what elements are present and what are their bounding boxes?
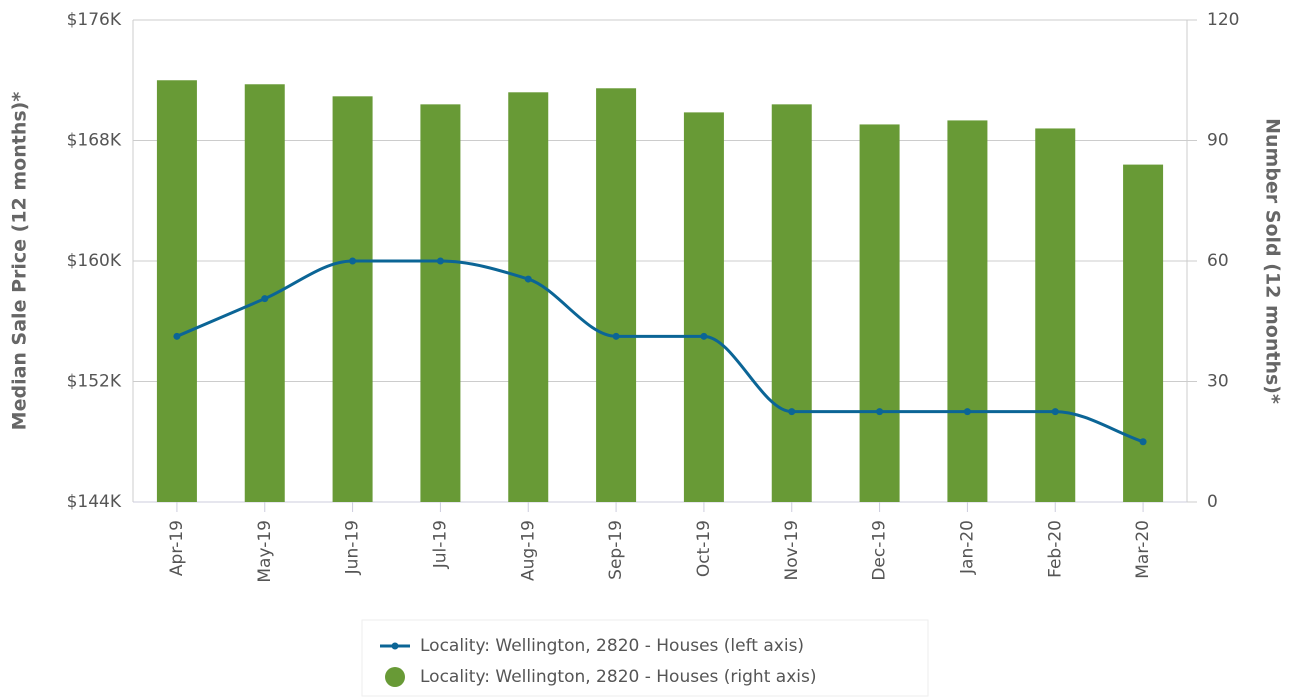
bar <box>332 96 373 503</box>
x-tick-label: Jul-19 <box>430 520 450 569</box>
line-marker <box>788 408 796 416</box>
line-marker <box>1139 438 1147 446</box>
legend-marker <box>385 667 405 687</box>
line-marker <box>524 275 532 283</box>
x-tick-label: Sep-19 <box>606 520 626 580</box>
line-marker <box>700 332 708 340</box>
line-marker <box>173 332 181 340</box>
line <box>176 259 1144 444</box>
bar <box>771 104 812 502</box>
bar <box>859 124 900 502</box>
y2-tick-label: 120 <box>1207 10 1239 30</box>
bar <box>1123 164 1164 502</box>
legend-box <box>361 619 929 697</box>
y-tick-label: $152K <box>67 372 122 392</box>
line-marker <box>349 257 357 265</box>
y-axis-title: Median Sale Price (12 months)* <box>9 92 31 431</box>
x-tick-label: Mar-20 <box>1133 520 1153 579</box>
y2-tick-label: 60 <box>1207 251 1229 271</box>
line-marker <box>1051 408 1059 416</box>
x-tick-label: Aug-19 <box>518 520 538 581</box>
bar <box>508 92 549 503</box>
x-tick-label: Jan-20 <box>957 520 977 575</box>
y2-axis-title: Number Sold (12 months)* <box>1262 118 1284 404</box>
x-tick-label: Nov-19 <box>782 520 802 581</box>
y-tick-label: $144K <box>67 492 122 512</box>
y2-tick-label: 0 <box>1207 492 1218 512</box>
y2-tick-label: 90 <box>1207 131 1229 151</box>
bar <box>420 104 461 502</box>
bar <box>596 88 637 503</box>
legend-label: Locality: Wellington, 2820 - Houses (lef… <box>420 636 804 656</box>
x-tick-label: Jun-19 <box>343 520 363 575</box>
x-tick-label: Apr-19 <box>167 520 187 576</box>
x-tick-label: Oct-19 <box>694 520 714 577</box>
line-marker <box>963 408 971 416</box>
y-tick-label: $160K <box>67 251 122 271</box>
legend-label: Locality: Wellington, 2820 - Houses (rig… <box>420 667 816 687</box>
y-tick-label: $168K <box>67 131 122 151</box>
line-marker <box>876 408 884 416</box>
line-marker <box>612 332 620 340</box>
bar <box>947 120 988 503</box>
line-marker <box>261 295 269 303</box>
y2-tick-label: 30 <box>1207 372 1229 392</box>
legend-marker <box>391 642 399 650</box>
x-tick-label: Feb-20 <box>1045 520 1065 578</box>
x-tick-label: Dec-19 <box>870 520 890 581</box>
line-marker <box>436 257 444 265</box>
bar <box>156 80 197 502</box>
x-tick-label: May-19 <box>255 520 275 583</box>
bar <box>1035 128 1076 502</box>
y-tick-label: $176K <box>67 10 122 30</box>
bar <box>683 112 724 502</box>
